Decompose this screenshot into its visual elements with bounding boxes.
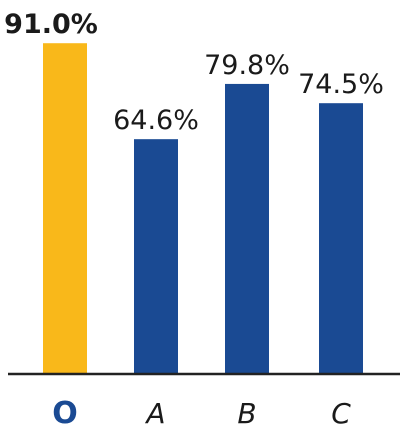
bar-o — [43, 43, 87, 375]
bar-a — [134, 139, 178, 374]
category-label-a: A — [144, 397, 165, 425]
bar-b — [225, 83, 269, 374]
value-label-b: 79.8% — [204, 50, 290, 81]
category-label-b: B — [237, 397, 256, 425]
value-label-c: 74.5% — [298, 69, 384, 100]
category-label-o: O — [52, 396, 78, 425]
value-labels-group: 91.0% 64.6%79.8% 74.5% — [4, 9, 384, 136]
value-label-a: 64.6% — [113, 105, 199, 136]
value-label-o: 91.0% — [4, 9, 98, 40]
bars-group — [43, 43, 363, 375]
bar-c — [319, 103, 363, 374]
category-label-c: C — [331, 397, 351, 425]
